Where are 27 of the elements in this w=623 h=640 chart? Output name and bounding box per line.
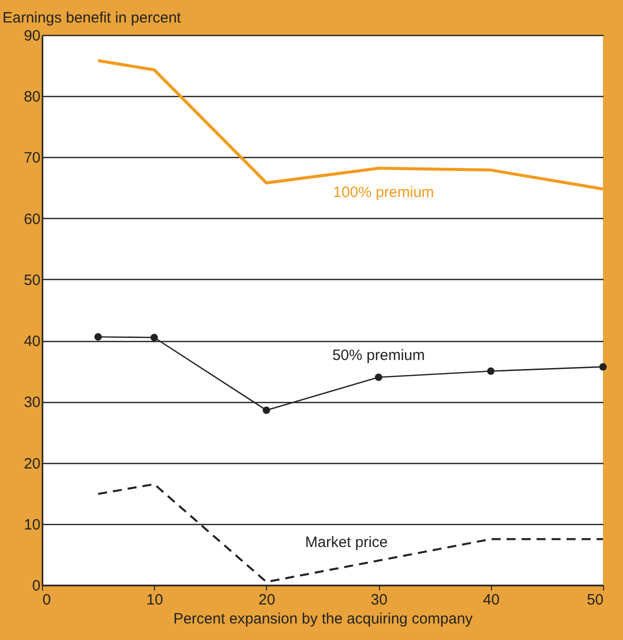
point [150, 334, 158, 342]
x-tick-label: 20 [258, 592, 276, 608]
y-tick-label: 60 [24, 210, 40, 228]
point [487, 367, 495, 375]
y-tick-label: 70 [24, 150, 40, 167]
point [374, 374, 382, 381]
y-tick-label: 10 [24, 516, 40, 534]
series-label: 100% premium [333, 184, 434, 202]
point [262, 406, 270, 414]
x-tick-label: 30 [370, 592, 388, 608]
y-tick-label: 40 [24, 333, 40, 350]
x-axis-title: Percent expansion by the acquiring company [173, 610, 474, 628]
point [94, 333, 102, 341]
x-tick-label: 50 [586, 592, 604, 608]
y-tick-label: 30 [24, 394, 40, 412]
x-tick-label: 0 [42, 592, 51, 608]
x-tick-label: 40 [482, 592, 500, 608]
y-tick-label: 80 [24, 88, 40, 106]
y-tick-label: 90 [24, 28, 40, 44]
y-axis-title: Earnings benefit in percent [2, 10, 182, 26]
y-tick-label: 20 [24, 455, 40, 472]
x-tick-label: 10 [146, 592, 164, 608]
series-label: Market price [305, 534, 388, 551]
y-tick-label: 50 [24, 272, 40, 289]
y-tick-label: 0 [32, 578, 40, 594]
series-label: 50% premium [332, 347, 425, 364]
point [599, 363, 607, 371]
